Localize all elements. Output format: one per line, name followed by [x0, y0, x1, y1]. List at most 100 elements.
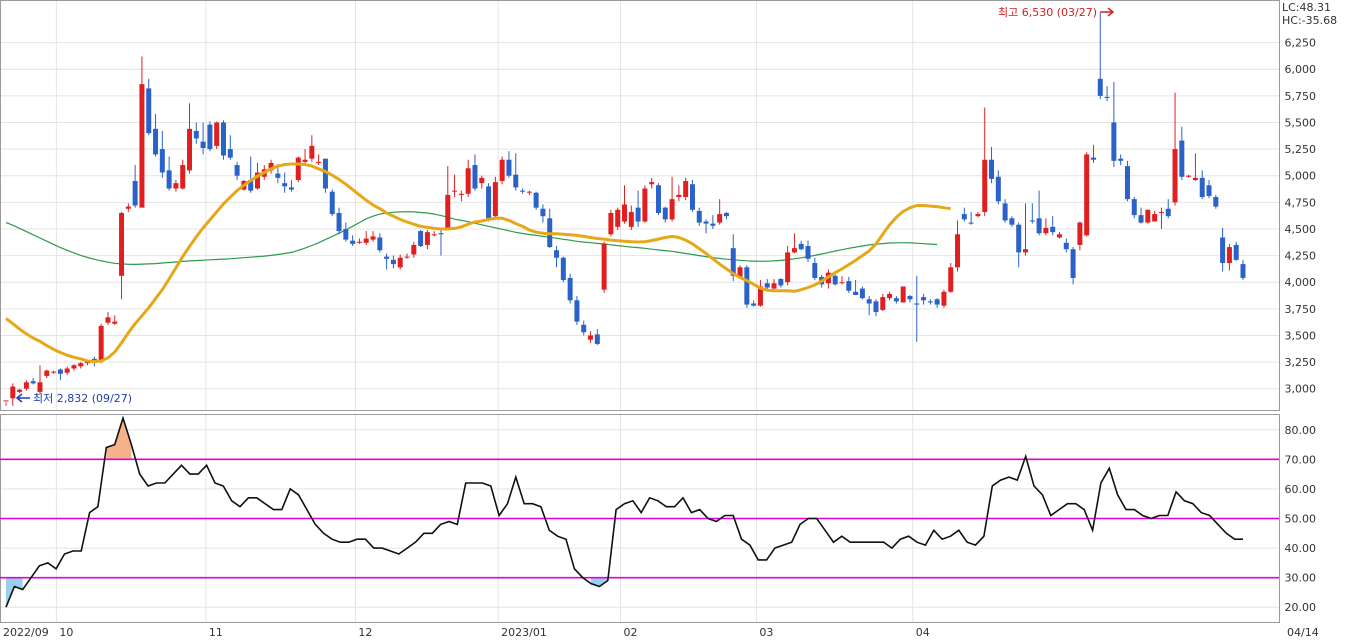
- candle-body: [975, 214, 981, 217]
- candle-body: [1104, 96, 1110, 98]
- candle-body: [880, 297, 886, 310]
- x-tick-label: 02: [624, 626, 638, 639]
- candle-body: [336, 212, 342, 232]
- x-axis: 2022/09 10 11 12 2023/01 02 03 04 04/14: [3, 626, 1319, 639]
- candle-body: [44, 370, 50, 376]
- rsi-overbought-fill: [106, 418, 132, 460]
- x-tick-label: 03: [759, 626, 773, 639]
- price-tick-label: 4,000: [1285, 276, 1317, 289]
- candle-body: [37, 382, 43, 392]
- candle-body: [1029, 220, 1035, 222]
- candle-body: [1124, 166, 1130, 200]
- candle-body: [1138, 215, 1144, 223]
- candle-body: [411, 244, 417, 255]
- price-tick-label: 5,250: [1285, 143, 1317, 156]
- candle-body: [424, 232, 430, 245]
- candle-body: [350, 240, 356, 244]
- candle-body: [893, 298, 899, 302]
- candle-body: [438, 233, 444, 235]
- candle-body: [513, 174, 519, 188]
- candle-body: [921, 297, 927, 301]
- candle-body: [1165, 208, 1171, 217]
- candle-body: [778, 279, 784, 286]
- candle-body: [268, 162, 274, 171]
- candle-body: [635, 207, 641, 222]
- candle-body: [472, 165, 478, 189]
- candle-body: [1220, 237, 1226, 264]
- candle-body: [1023, 249, 1029, 253]
- candle-body: [322, 158, 328, 189]
- candle-body: [1009, 218, 1015, 225]
- candle-body: [316, 161, 322, 163]
- candle-body: [404, 256, 410, 258]
- candle-body: [234, 165, 240, 176]
- candle-body: [581, 324, 587, 333]
- candle-body: [941, 291, 947, 306]
- candles: [3, 12, 1246, 406]
- price-grid: [0, 42, 1279, 390]
- candle-body: [1172, 149, 1178, 203]
- candle-body: [309, 145, 315, 159]
- candle-body: [914, 303, 920, 305]
- candle-body: [1158, 211, 1164, 213]
- candle-body: [853, 291, 859, 295]
- candle-body: [669, 199, 675, 220]
- high-annotation: 최고 6,530 (03/27): [998, 6, 1097, 19]
- price-tick-label: 5,000: [1285, 170, 1317, 183]
- x-tick-label: 10: [59, 626, 73, 639]
- candle-body: [703, 221, 709, 224]
- candle-body: [282, 183, 288, 187]
- candle-body: [717, 214, 723, 223]
- candle-body: [1043, 227, 1049, 234]
- candle-body: [689, 184, 695, 210]
- candle-body: [248, 179, 254, 191]
- price-tick-label: 6,250: [1285, 37, 1317, 50]
- candle-body: [887, 293, 893, 299]
- candle-body: [499, 159, 505, 182]
- rsi-tick-label: 80.00: [1285, 424, 1317, 437]
- rsi-tick-label: 30.00: [1285, 572, 1317, 585]
- price-tick-label: 3,250: [1285, 356, 1317, 369]
- candle-body: [207, 124, 213, 150]
- candle-body: [254, 172, 260, 189]
- candle-body: [764, 283, 770, 288]
- candle-body: [696, 210, 702, 223]
- candle-body: [486, 186, 492, 219]
- candle-body: [560, 257, 566, 281]
- candle-body: [479, 177, 485, 184]
- candle-body: [798, 243, 804, 250]
- candle-body: [1002, 203, 1008, 221]
- candle-body: [1131, 199, 1137, 216]
- candle-body: [1192, 177, 1198, 180]
- candle-body: [112, 321, 118, 324]
- hc-label: HC:-35.68: [1282, 14, 1337, 27]
- candle-body: [431, 234, 437, 236]
- candle-body: [642, 188, 648, 222]
- candle-body: [832, 275, 838, 285]
- candle-body: [78, 363, 84, 367]
- candle-body: [1097, 78, 1103, 96]
- candle-body: [275, 173, 281, 178]
- candle-body: [927, 301, 933, 303]
- candle-body: [1186, 175, 1192, 177]
- candle-body: [968, 222, 974, 224]
- low-arrow-icon: [15, 393, 30, 403]
- candle-body: [180, 165, 186, 189]
- candle-body: [220, 122, 226, 156]
- candle-body: [1063, 242, 1069, 250]
- candle-body: [955, 234, 961, 268]
- candle-body: [288, 187, 294, 190]
- price-y-axis: 3,000 3,250 3,500 3,750 4,000 4,250 4,500 4,750…: [1285, 37, 1317, 396]
- candle-body: [859, 288, 865, 299]
- candle-body: [1056, 234, 1062, 238]
- candle-body: [139, 84, 145, 208]
- candle-body: [418, 231, 424, 246]
- rsi-tick-label: 20.00: [1285, 601, 1317, 614]
- candle-body: [23, 382, 29, 389]
- candle-body: [873, 301, 879, 313]
- candle-body: [125, 206, 131, 209]
- lc-label: LC:48.31: [1282, 1, 1331, 14]
- candle-body: [655, 185, 661, 213]
